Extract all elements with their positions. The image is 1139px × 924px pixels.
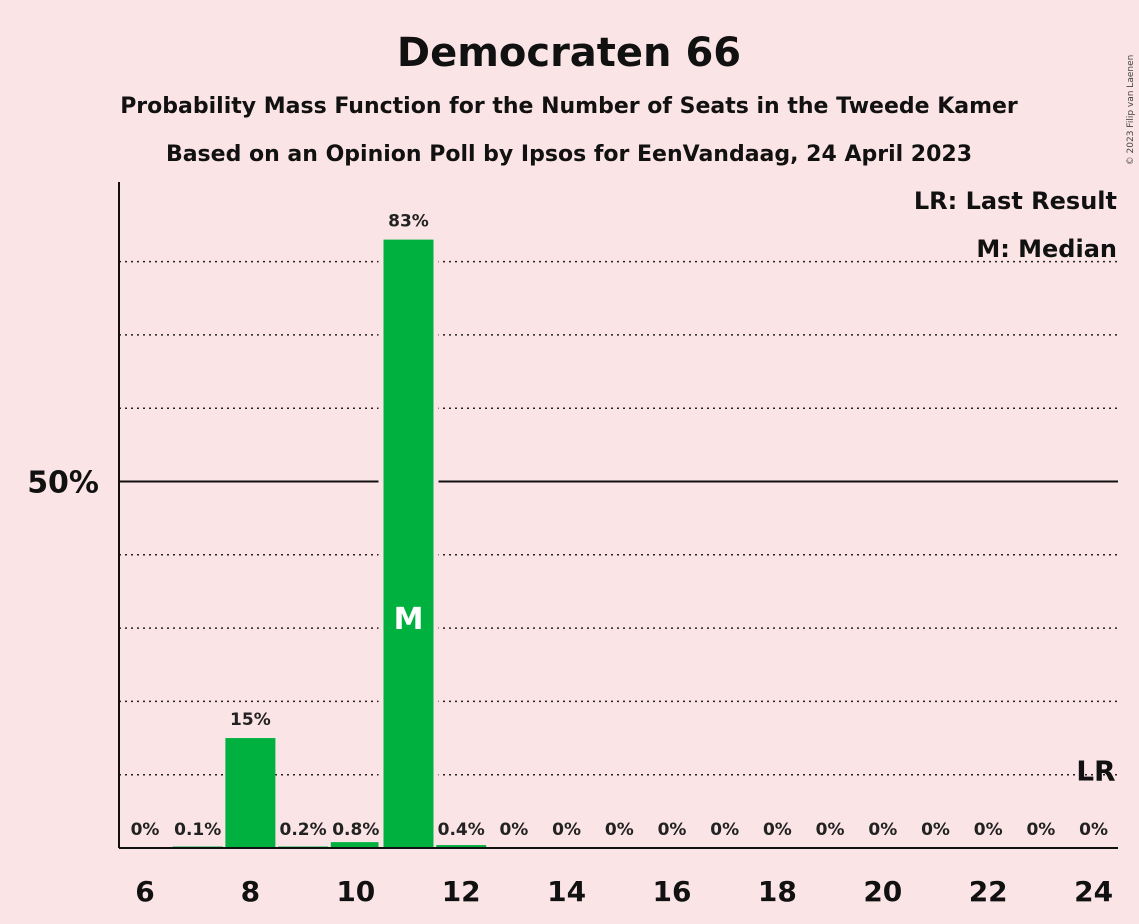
value-label-7: 0.1% xyxy=(174,820,221,840)
legend-last-result: LR: Last Result xyxy=(914,187,1117,215)
x-tick-10: 10 xyxy=(336,875,375,908)
grid-lines xyxy=(119,260,1118,776)
value-label-19: 0% xyxy=(816,820,845,840)
bar-11 xyxy=(383,239,434,849)
x-tick-14: 14 xyxy=(547,875,586,908)
x-tick-12: 12 xyxy=(442,875,481,908)
value-label-11: 83% xyxy=(388,212,429,232)
x-tick-6: 6 xyxy=(135,875,154,908)
chart-title: Democraten 66 xyxy=(397,30,741,76)
bars xyxy=(172,234,487,849)
x-tick-20: 20 xyxy=(863,875,902,908)
x-axis-ticks: 6 8 10 12 14 16 18 20 22 24 xyxy=(135,875,1113,908)
bar-8 xyxy=(225,738,276,848)
value-label-24: 0% xyxy=(1079,820,1108,840)
value-labels: 0% 0.1% 15% 0.2% 0.8% 83% M 0.4% 0% 0% 0% 0% 0% 0% 0% 0… xyxy=(131,212,1116,840)
x-tick-24: 24 xyxy=(1074,875,1113,908)
bar-10 xyxy=(330,842,381,848)
legend-median: M: Median xyxy=(976,235,1117,263)
value-label-15: 0% xyxy=(605,820,634,840)
y-axis-ticks: 50% xyxy=(27,466,99,501)
value-label-9: 0.2% xyxy=(280,820,327,840)
value-label-23: 0% xyxy=(1026,820,1055,840)
x-tick-22: 22 xyxy=(969,875,1008,908)
y-tick-50: 50% xyxy=(27,466,99,501)
value-label-10: 0.8% xyxy=(332,820,379,840)
median-marker: M xyxy=(394,602,424,637)
value-label-17: 0% xyxy=(710,820,739,840)
chart-subtitle-1: Probability Mass Function for the Number… xyxy=(120,94,1018,119)
value-label-20: 0% xyxy=(868,820,897,840)
value-label-8: 15% xyxy=(230,710,271,730)
value-label-14: 0% xyxy=(552,820,581,840)
value-label-16: 0% xyxy=(658,820,687,840)
last-result-marker: LR xyxy=(1076,755,1115,788)
value-label-22: 0% xyxy=(974,820,1003,840)
value-label-18: 0% xyxy=(763,820,792,840)
x-tick-18: 18 xyxy=(758,875,797,908)
value-label-13: 0% xyxy=(499,820,528,840)
value-label-21: 0% xyxy=(921,820,950,840)
x-tick-16: 16 xyxy=(653,875,692,908)
chart-subtitle-2: Based on an Opinion Poll by Ipsos for Ee… xyxy=(166,142,972,167)
x-tick-8: 8 xyxy=(241,875,260,908)
bar-12 xyxy=(436,845,487,848)
value-label-12: 0.4% xyxy=(438,820,485,840)
value-label-6: 0% xyxy=(131,820,160,840)
copyright-notice: © 2023 Filip van Laenen xyxy=(1126,55,1136,166)
